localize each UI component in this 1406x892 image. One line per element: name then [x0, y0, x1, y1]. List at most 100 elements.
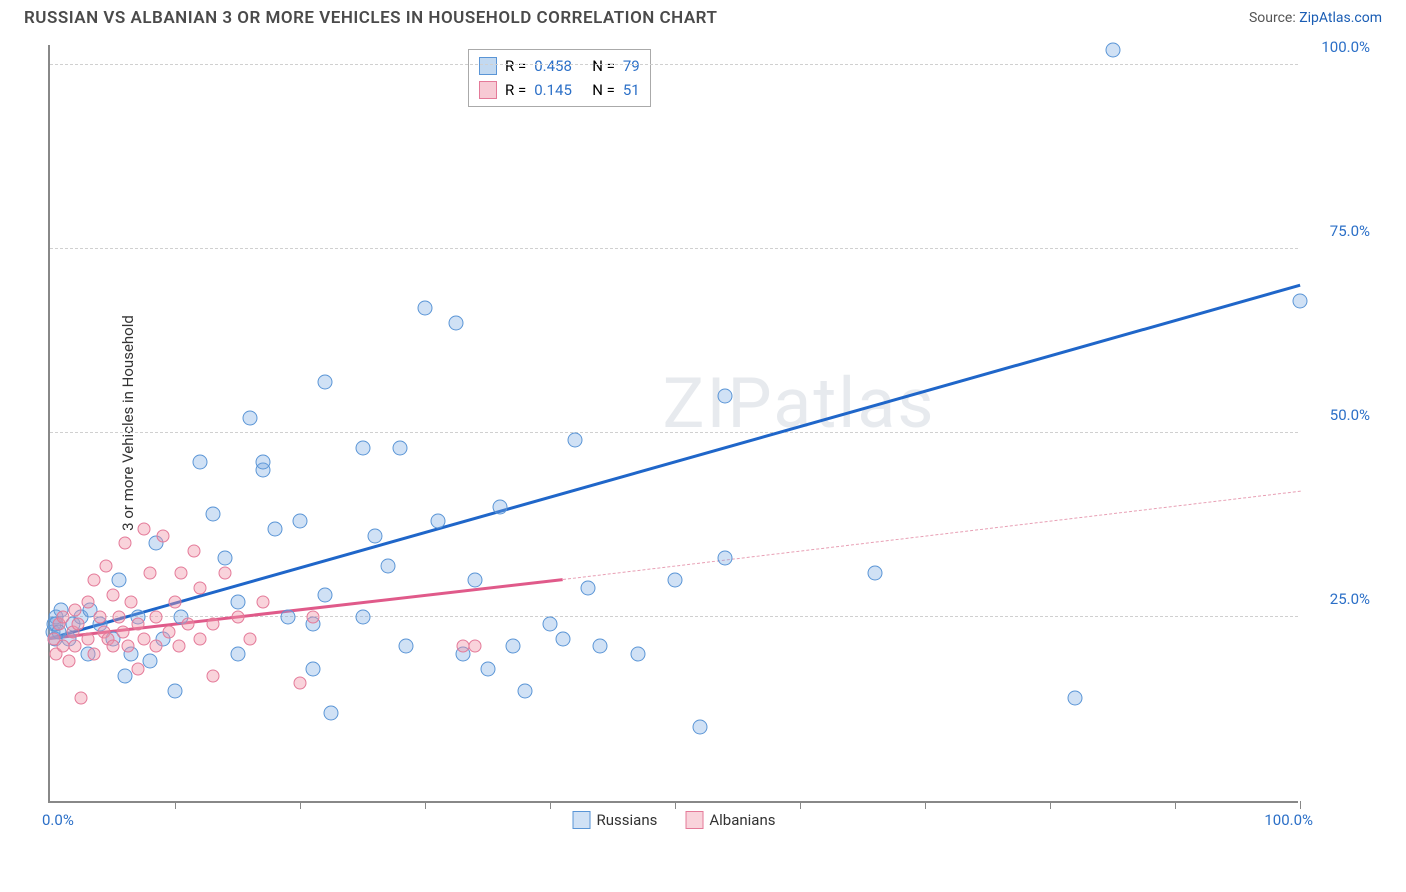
series-legend: Russians Albanians [573, 811, 776, 829]
data-point [630, 646, 645, 661]
x-tick [550, 801, 551, 809]
legend-item-albanians: Albanians [685, 811, 775, 829]
data-point [118, 668, 133, 683]
legend-stats-row: R =0.458N =79 [479, 54, 640, 78]
data-point [399, 639, 414, 654]
data-point [193, 455, 208, 470]
watermark: ZIPatlas [663, 363, 936, 445]
source-attribution: Source: ZipAtlas.com [1249, 10, 1382, 26]
source-link[interactable]: ZipAtlas.com [1299, 10, 1382, 26]
data-point [1105, 43, 1120, 58]
data-point [468, 573, 483, 588]
data-point [355, 440, 370, 455]
n-label: N = [592, 78, 615, 102]
data-point [194, 581, 207, 594]
data-point [205, 507, 220, 522]
data-point [137, 522, 150, 535]
data-point [593, 639, 608, 654]
data-point [568, 433, 583, 448]
data-point [143, 654, 158, 669]
chart-header: RUSSIAN VS ALBANIAN 3 OR MORE VEHICLES I… [0, 0, 1406, 32]
r-value: 0.145 [534, 78, 584, 102]
data-point [380, 558, 395, 573]
data-point [418, 300, 433, 315]
data-point [106, 640, 119, 653]
data-point [218, 551, 233, 566]
data-point [393, 440, 408, 455]
data-point [555, 632, 570, 647]
data-point [81, 596, 94, 609]
trend-line [562, 491, 1300, 580]
y-tick-label: 100.0% [1321, 38, 1370, 56]
data-point [150, 611, 163, 624]
data-point [318, 587, 333, 602]
data-point [81, 633, 94, 646]
data-point [480, 661, 495, 676]
data-point [718, 551, 733, 566]
data-point [355, 610, 370, 625]
y-tick-label: 50.0% [1330, 406, 1370, 424]
x-tick [175, 801, 176, 809]
data-point [256, 596, 269, 609]
gridline [50, 248, 1298, 249]
data-point [505, 639, 520, 654]
data-point [206, 669, 219, 682]
data-point [306, 611, 319, 624]
data-point [87, 574, 100, 587]
data-point [56, 611, 69, 624]
y-tick-label: 25.0% [1330, 590, 1370, 608]
data-point [56, 640, 69, 653]
stats-legend: R =0.458N =79R = 0.145 N = 51 [468, 49, 651, 107]
data-point [137, 633, 150, 646]
gridline [50, 432, 1298, 433]
data-point [469, 640, 482, 653]
source-prefix: Source: [1249, 10, 1299, 26]
data-point [75, 691, 88, 704]
data-point [121, 640, 134, 653]
x-tick [425, 801, 426, 809]
data-point [100, 559, 113, 572]
data-point [518, 683, 533, 698]
data-point [116, 625, 129, 638]
data-point [324, 705, 339, 720]
data-point [69, 603, 82, 616]
y-axis-label: 3 or more Vehicles in Household [119, 315, 137, 531]
data-point [125, 596, 138, 609]
x-tick [675, 801, 676, 809]
chart-area: 3 or more Vehicles in Household ZIPatlas… [48, 45, 1383, 840]
r-label: R = [505, 54, 526, 78]
data-point [187, 544, 200, 557]
data-point [87, 647, 100, 660]
data-point [111, 573, 126, 588]
y-tick-label: 75.0% [1330, 222, 1370, 240]
data-point [156, 530, 169, 543]
x-tick [300, 801, 301, 809]
x-tick [1175, 801, 1176, 809]
n-label: N = [592, 54, 615, 78]
data-point [430, 514, 445, 529]
swatch-icon [573, 811, 591, 829]
x-tick [800, 801, 801, 809]
data-point [294, 677, 307, 690]
data-point [71, 618, 84, 631]
x-axis-min-label: 0.0% [42, 811, 74, 829]
gridline [50, 64, 1298, 65]
data-point [62, 655, 75, 668]
data-point [543, 617, 558, 632]
data-point [449, 315, 464, 330]
data-point [293, 514, 308, 529]
data-point [244, 633, 257, 646]
data-point [493, 499, 508, 514]
n-value: 51 [623, 78, 640, 102]
data-point [169, 596, 182, 609]
data-point [144, 566, 157, 579]
swatch-icon [479, 57, 497, 75]
x-tick [1050, 801, 1051, 809]
swatch-icon [479, 81, 497, 99]
data-point [131, 618, 144, 631]
data-point [456, 640, 469, 653]
data-point [268, 521, 283, 536]
data-point [194, 633, 207, 646]
data-point [580, 580, 595, 595]
data-point [318, 374, 333, 389]
